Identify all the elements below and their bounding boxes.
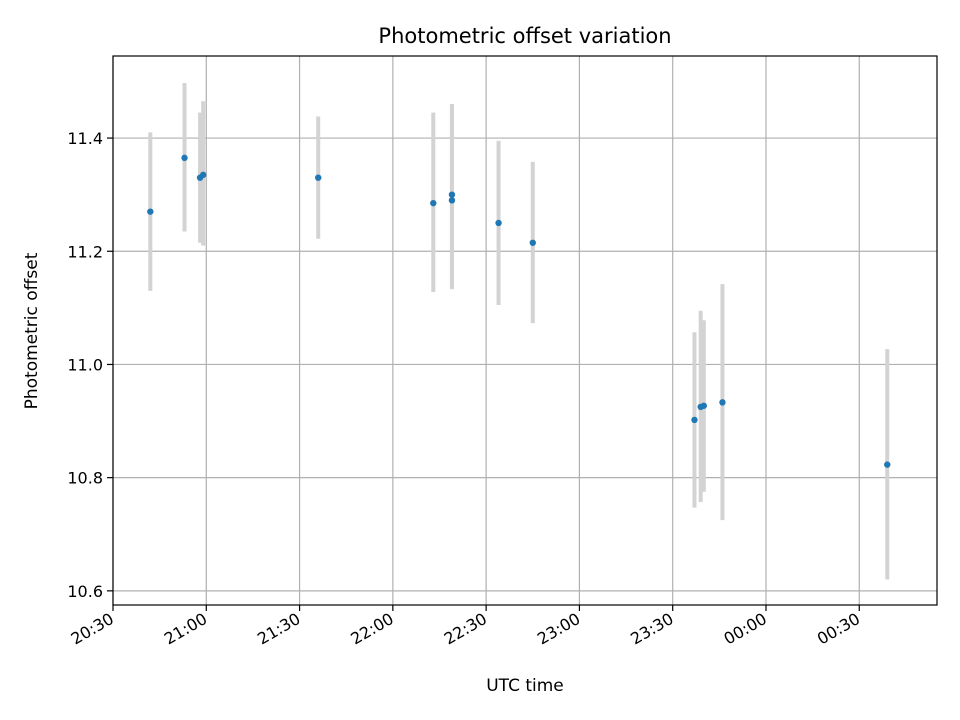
data-point bbox=[495, 219, 502, 227]
chart-title: Photometric offset variation bbox=[378, 24, 671, 48]
grid-layer bbox=[112, 56, 937, 605]
y-axis-label: Photometric offset bbox=[22, 252, 42, 409]
data-point bbox=[719, 399, 726, 406]
data-point bbox=[691, 416, 698, 424]
y-tick-label: 11.2 bbox=[67, 242, 103, 261]
data-point bbox=[430, 199, 437, 207]
y-tick-label: 11.0 bbox=[67, 355, 103, 374]
data-point bbox=[529, 239, 536, 246]
data-point bbox=[700, 402, 707, 409]
point-layer bbox=[147, 154, 891, 468]
data-point bbox=[315, 174, 322, 181]
plot-frame bbox=[112, 55, 938, 606]
y-tick-label: 10.8 bbox=[67, 469, 103, 488]
data-point bbox=[448, 191, 456, 198]
data-point bbox=[884, 461, 891, 468]
y-tick-label: 11.4 bbox=[67, 129, 103, 148]
y-axis: 10.6 10.8 11.0 11.2 11.4 bbox=[67, 129, 113, 601]
x-axis-label: UTC time bbox=[486, 676, 564, 696]
data-point bbox=[147, 208, 154, 215]
data-point bbox=[199, 171, 207, 179]
data-point bbox=[181, 154, 188, 162]
data-point bbox=[448, 197, 456, 204]
y-tick-label: 10.6 bbox=[67, 582, 103, 601]
